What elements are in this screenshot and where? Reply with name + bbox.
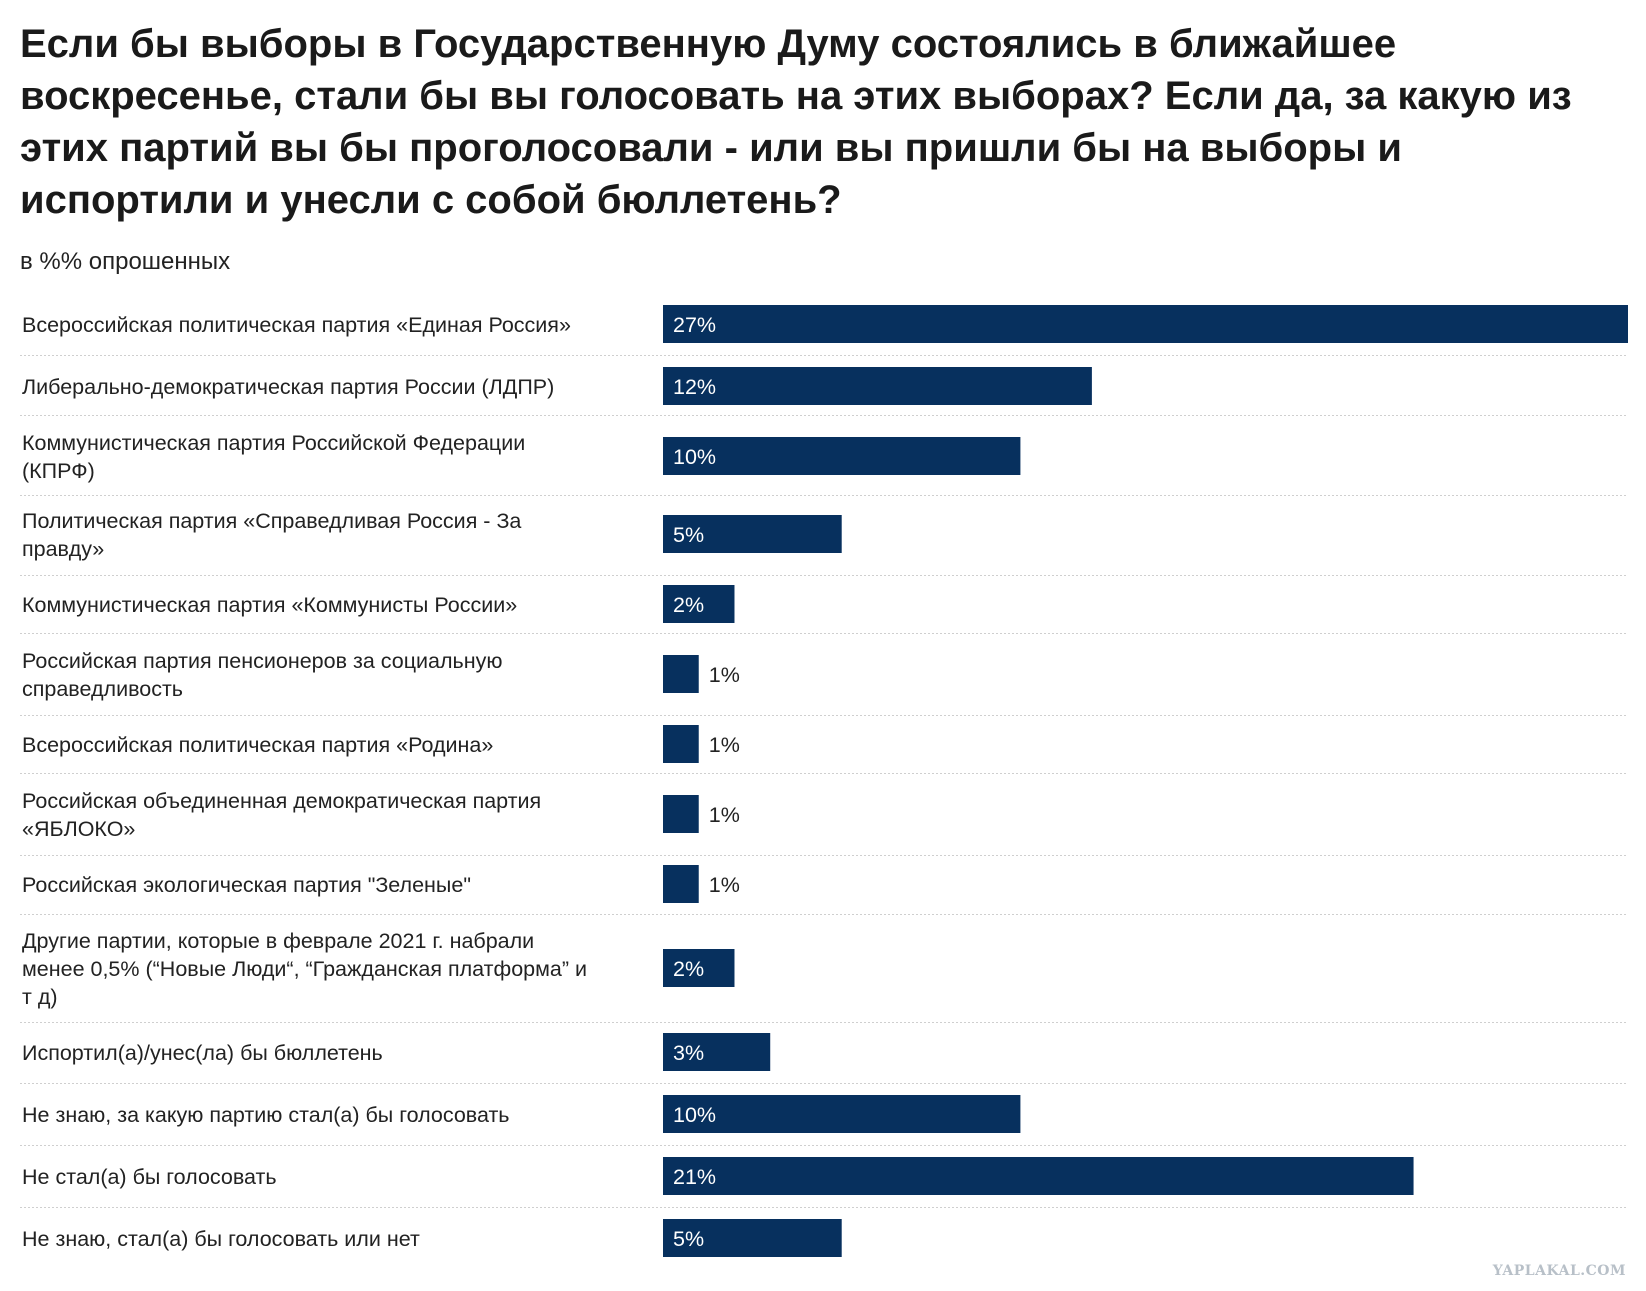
- bar-row: Всероссийская политическая партия «Едина…: [22, 305, 1628, 343]
- bar: [663, 515, 842, 553]
- bar-value-label: 10%: [673, 1103, 716, 1127]
- bar-value-label: 27%: [673, 313, 716, 337]
- bar-row: Политическая партия «Справедливая Россия…: [22, 509, 842, 561]
- category-label: Российская партия пенсионеров за социаль…: [22, 649, 502, 701]
- bar: [663, 865, 699, 903]
- bar-value-label: 5%: [673, 523, 704, 547]
- bar-value-label: 5%: [673, 1227, 704, 1251]
- bar-row: Не знаю, за какую партию стал(а) бы голо…: [22, 1095, 1021, 1133]
- bar: [663, 1219, 842, 1257]
- bar-row: Российская экологическая партия "Зеленые…: [22, 865, 740, 903]
- bar: [663, 305, 1628, 343]
- bar: [663, 367, 1092, 405]
- bar-row: Другие партии, которые в феврале 2021 г.…: [22, 929, 735, 1009]
- bar: [663, 655, 699, 693]
- bar-row: Не стал(а) бы голосовать 21%: [22, 1157, 1414, 1195]
- chart-title: Если бы выборы в Государственную Думу со…: [20, 22, 1572, 222]
- category-label: Испортил(а)/унес(ла) бы бюллетень: [22, 1041, 383, 1065]
- bar: [663, 585, 735, 623]
- watermark: YAPLAKAL.COM: [1492, 1263, 1626, 1279]
- bar: [663, 437, 1021, 475]
- category-label: Коммунистическая партия Российской Федер…: [22, 431, 525, 483]
- bar: [663, 1033, 771, 1071]
- bar-row: Российская партия пенсионеров за социаль…: [22, 649, 740, 701]
- category-label: Не стал(а) бы голосовать: [22, 1165, 277, 1189]
- bar-value-label: 1%: [709, 663, 740, 687]
- category-label: Коммунистическая партия «Коммунисты Росс…: [22, 593, 517, 617]
- bar-value-label: 10%: [673, 445, 716, 469]
- bar-value-label: 1%: [709, 733, 740, 757]
- bar-row: Всероссийская политическая партия «Родин…: [22, 725, 740, 763]
- bar: [663, 725, 699, 763]
- category-label: Российская экологическая партия "Зеленые…: [22, 873, 471, 897]
- category-label: Не знаю, за какую партию стал(а) бы голо…: [22, 1103, 510, 1127]
- bar: [663, 1095, 1021, 1133]
- bar-row: Не знаю, стал(а) бы голосовать или нет 5%: [22, 1219, 842, 1257]
- category-label: Политическая партия «Справедливая Россия…: [22, 509, 521, 561]
- bar-row: Коммунистическая партия Российской Федер…: [22, 431, 1021, 483]
- bar: [663, 795, 699, 833]
- bar-value-label: 2%: [673, 957, 704, 981]
- bar-row: Коммунистическая партия «Коммунисты Росс…: [22, 585, 735, 623]
- chart-subtitle: в %% опрошенных: [20, 248, 231, 275]
- category-label: Всероссийская политическая партия «Родин…: [22, 733, 493, 757]
- bar: [663, 949, 735, 987]
- category-label: Либерально-демократическая партия России…: [22, 375, 554, 399]
- category-label: Всероссийская политическая партия «Едина…: [22, 313, 571, 337]
- bar-value-label: 3%: [673, 1041, 704, 1065]
- bar: [663, 1157, 1414, 1195]
- bar-row: Либерально-демократическая партия России…: [22, 367, 1092, 405]
- bar-row: Испортил(а)/унес(ла) бы бюллетень 3%: [22, 1033, 771, 1071]
- bar-value-label: 21%: [673, 1165, 716, 1189]
- bar-row: Российская объединенная демократическая …: [22, 789, 740, 841]
- bar-value-label: 1%: [709, 873, 740, 897]
- bar-value-label: 2%: [673, 593, 704, 617]
- bar-value-label: 12%: [673, 375, 716, 399]
- category-label: Российская объединенная демократическая …: [22, 789, 541, 841]
- category-label: Другие партии, которые в феврале 2021 г.…: [22, 929, 587, 1009]
- bar-value-label: 1%: [709, 803, 740, 827]
- category-label: Не знаю, стал(а) бы голосовать или нет: [22, 1227, 420, 1251]
